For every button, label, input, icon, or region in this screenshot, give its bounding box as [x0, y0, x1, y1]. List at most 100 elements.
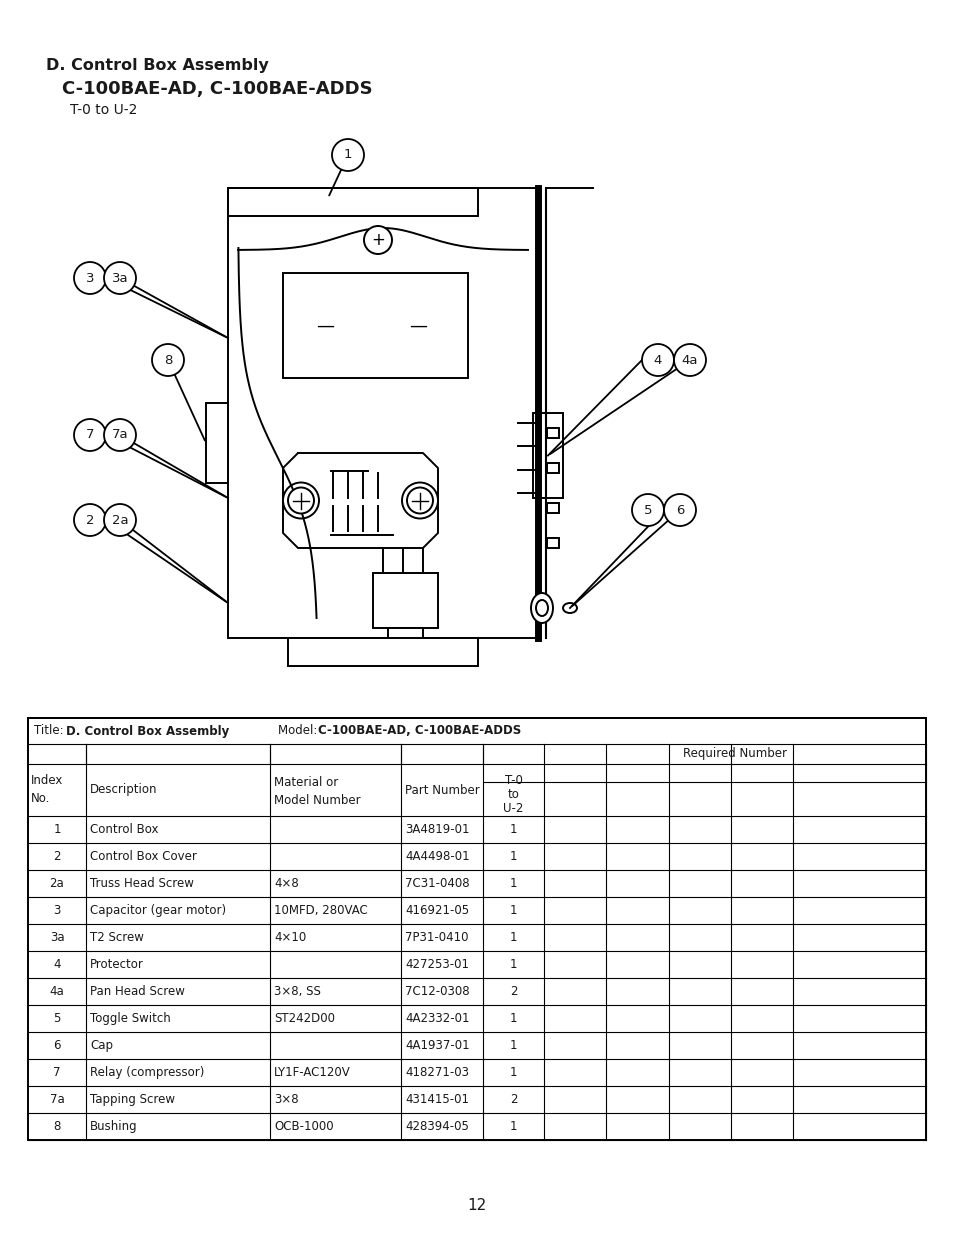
Text: 3a: 3a [50, 931, 64, 944]
Circle shape [104, 504, 136, 536]
Text: to: to [507, 788, 518, 800]
Text: 3: 3 [53, 904, 61, 918]
Text: 2: 2 [86, 514, 94, 526]
Circle shape [663, 494, 696, 526]
Text: 2: 2 [509, 986, 517, 998]
Bar [546, 538, 558, 548]
Text: Part Number: Part Number [405, 783, 479, 797]
Text: 6: 6 [675, 504, 683, 516]
Text: C-100BAE-AD, C-100BAE-ADDS: C-100BAE-AD, C-100BAE-ADDS [62, 80, 373, 98]
Bar [546, 429, 558, 438]
Text: Description: Description [90, 783, 157, 797]
Text: 7: 7 [53, 1066, 61, 1079]
Text: 5: 5 [643, 504, 652, 516]
Circle shape [104, 419, 136, 451]
Text: 3: 3 [86, 272, 94, 284]
Text: Tapping Screw: Tapping Screw [90, 1093, 174, 1107]
Text: 3×8: 3×8 [274, 1093, 298, 1107]
Text: 1: 1 [509, 850, 517, 863]
Ellipse shape [531, 593, 553, 622]
Bar [28, 718, 925, 1140]
Text: 4A2332-01: 4A2332-01 [405, 1011, 469, 1025]
Text: Title:: Title: [34, 725, 68, 737]
Text: 2a: 2a [112, 514, 128, 526]
Circle shape [104, 262, 136, 294]
Text: T2 Screw: T2 Screw [90, 931, 144, 944]
Text: 3A4819-01: 3A4819-01 [405, 823, 469, 836]
Text: U-2: U-2 [503, 802, 523, 815]
Text: 8: 8 [164, 353, 172, 367]
Ellipse shape [562, 603, 577, 613]
Text: 1: 1 [509, 1039, 517, 1052]
Bar [533, 412, 562, 498]
Text: No.: No. [30, 793, 51, 805]
Circle shape [631, 494, 663, 526]
Circle shape [74, 262, 106, 294]
Bar [388, 629, 422, 646]
Text: 4×8: 4×8 [274, 877, 298, 890]
Text: 4a: 4a [681, 353, 698, 367]
Text: T-0 to U-2: T-0 to U-2 [70, 103, 137, 117]
Text: Model Number: Model Number [274, 794, 360, 806]
Circle shape [288, 488, 314, 514]
Bar [228, 188, 477, 216]
Text: 2a: 2a [50, 877, 64, 890]
Text: 12: 12 [467, 1198, 486, 1213]
Text: 2: 2 [509, 1093, 517, 1107]
Text: 4×10: 4×10 [274, 931, 306, 944]
Text: 4: 4 [53, 958, 61, 971]
Text: OCB-1000: OCB-1000 [274, 1120, 334, 1132]
Text: 4: 4 [653, 353, 661, 367]
Circle shape [641, 345, 673, 375]
Text: Truss Head Screw: Truss Head Screw [90, 877, 193, 890]
Text: Relay (compressor): Relay (compressor) [90, 1066, 204, 1079]
Bar [288, 638, 477, 666]
Bar [546, 503, 558, 513]
Bar [546, 463, 558, 473]
Text: 7a: 7a [112, 429, 128, 441]
Text: 1: 1 [509, 1011, 517, 1025]
Text: C-100BAE-AD, C-100BAE-ADDS: C-100BAE-AD, C-100BAE-ADDS [317, 725, 520, 737]
Bar [206, 403, 228, 483]
Text: 2: 2 [53, 850, 61, 863]
Text: 7a: 7a [50, 1093, 64, 1107]
Circle shape [407, 488, 433, 514]
Text: 7P31-0410: 7P31-0410 [405, 931, 468, 944]
Text: 7C31-0408: 7C31-0408 [405, 877, 469, 890]
Text: 4A1937-01: 4A1937-01 [405, 1039, 469, 1052]
Text: 1: 1 [509, 877, 517, 890]
Text: 427253-01: 427253-01 [405, 958, 469, 971]
Circle shape [364, 226, 392, 254]
Text: 1: 1 [509, 904, 517, 918]
Text: Model:: Model: [263, 725, 321, 737]
Text: 416921-05: 416921-05 [405, 904, 469, 918]
Text: Control Box: Control Box [90, 823, 158, 836]
Text: 1: 1 [509, 958, 517, 971]
Text: Protector: Protector [90, 958, 144, 971]
Text: 418271-03: 418271-03 [405, 1066, 469, 1079]
Text: D. Control Box Assembly: D. Control Box Assembly [66, 725, 229, 737]
Text: 1: 1 [509, 931, 517, 944]
Text: —: — [409, 316, 427, 335]
Bar [283, 273, 468, 378]
Text: 10MFD, 280VAC: 10MFD, 280VAC [274, 904, 367, 918]
Text: 1: 1 [509, 1066, 517, 1079]
Text: D. Control Box Assembly: D. Control Box Assembly [46, 58, 269, 73]
Circle shape [332, 140, 364, 170]
Text: 1: 1 [509, 1120, 517, 1132]
Text: Cap: Cap [90, 1039, 112, 1052]
Text: ST242D00: ST242D00 [274, 1011, 335, 1025]
Text: 8: 8 [53, 1120, 61, 1132]
Circle shape [74, 419, 106, 451]
Text: T-0: T-0 [504, 773, 522, 787]
Text: 1: 1 [53, 823, 61, 836]
Text: +: + [371, 231, 384, 249]
Text: 1: 1 [343, 148, 352, 162]
Text: Pan Head Screw: Pan Head Screw [90, 986, 185, 998]
Text: 6: 6 [53, 1039, 61, 1052]
Text: 4a: 4a [50, 986, 64, 998]
Circle shape [74, 504, 106, 536]
Text: Capacitor (gear motor): Capacitor (gear motor) [90, 904, 226, 918]
Text: Index: Index [30, 773, 63, 787]
Circle shape [673, 345, 705, 375]
